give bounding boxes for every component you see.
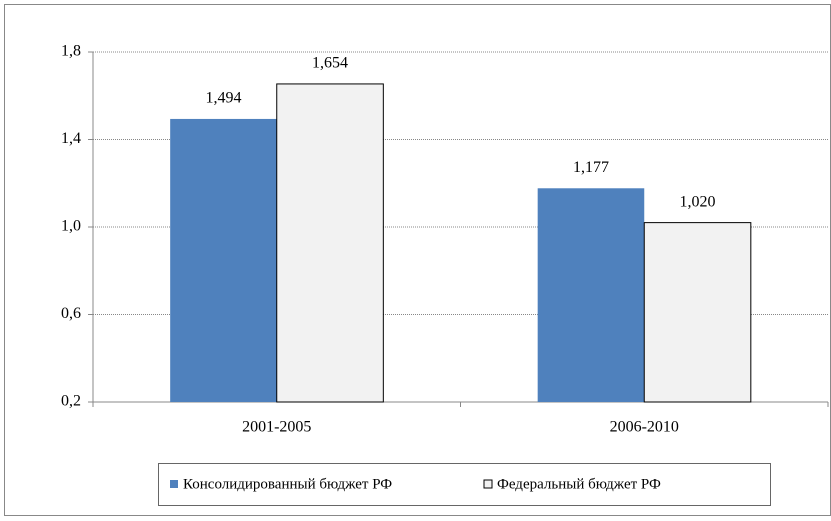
y-tick-label: 1,8	[61, 43, 81, 60]
data-label: 1,177	[573, 159, 609, 176]
y-tick-label: 1,0	[61, 218, 81, 235]
y-tick-label: 0,6	[61, 305, 81, 322]
y-tick-label: 0,2	[61, 393, 81, 410]
legend-text: Консолидированный бюджет РФ	[183, 476, 392, 492]
bar	[537, 188, 645, 402]
bar	[643, 222, 752, 403]
legend-text: Федеральный бюджет РФ	[497, 476, 661, 492]
data-label: 1,494	[205, 90, 241, 107]
x-tick-label: 2006-2010	[610, 419, 679, 436]
y-tick-label: 1,4	[61, 130, 81, 147]
legend-box	[158, 463, 771, 506]
data-label: 1,654	[312, 55, 348, 72]
bar	[276, 83, 384, 403]
legend-marker	[170, 480, 178, 488]
bar	[170, 118, 277, 402]
x-tick-label: 2001-2005	[242, 419, 311, 436]
legend-marker	[483, 479, 493, 489]
data-label: 1,020	[680, 193, 716, 210]
